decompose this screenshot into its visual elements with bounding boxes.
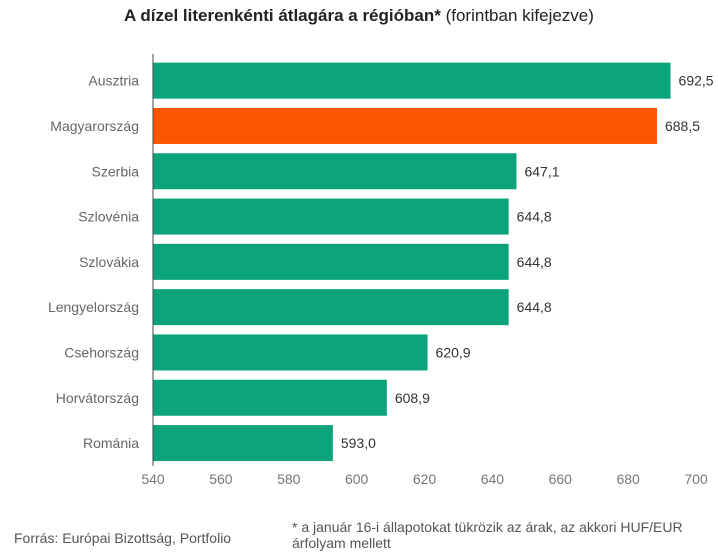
- value-label: 692,5: [679, 73, 714, 89]
- bar-0: [153, 62, 671, 99]
- bar-8: [153, 425, 333, 462]
- category-label: Szerbia: [92, 163, 140, 179]
- bar-6: [153, 334, 428, 371]
- footnote: * a január 16-i állapotokat tükrözik az …: [292, 519, 683, 551]
- category-label: Szlovénia: [78, 209, 139, 225]
- chart-title-main: A dízel literenkénti átlagára a régióban…: [124, 6, 441, 25]
- bar-2: [153, 153, 517, 190]
- x-tick-label: 600: [345, 471, 369, 487]
- category-label: Románia: [83, 435, 139, 451]
- source-note: Forrás: Európai Bizottság, Portfolio: [14, 530, 232, 546]
- x-tick-label: 700: [684, 471, 708, 487]
- x-tick-label: 640: [481, 471, 505, 487]
- category-label: Horvátország: [56, 390, 139, 406]
- bar-4: [153, 243, 509, 280]
- bar-7: [153, 379, 387, 416]
- value-label: 644,8: [517, 254, 552, 270]
- chart-title-unit: (forintban kifejezve): [440, 6, 594, 25]
- value-label: 647,1: [524, 163, 559, 179]
- x-tick-label: 540: [141, 471, 165, 487]
- value-label: 620,9: [436, 344, 471, 360]
- category-label: Ausztria: [88, 73, 139, 89]
- x-tick-label: 560: [209, 471, 233, 487]
- x-tick-label: 660: [549, 471, 573, 487]
- category-label: Csehország: [64, 344, 139, 360]
- category-label: Szlovákia: [79, 254, 139, 270]
- bar-5: [153, 289, 509, 326]
- value-label: 644,8: [517, 209, 552, 225]
- x-tick-label: 620: [413, 471, 437, 487]
- value-label: 593,0: [341, 435, 376, 451]
- value-label: 688,5: [665, 118, 700, 134]
- x-tick-label: 580: [277, 471, 301, 487]
- value-label: 644,8: [517, 299, 552, 315]
- value-label: 608,9: [395, 390, 430, 406]
- category-label: Magyarország: [50, 118, 139, 134]
- bar-1: [153, 107, 657, 144]
- category-label: Lengyelország: [48, 299, 139, 315]
- chart-title: A dízel literenkénti átlagára a régióban…: [0, 6, 718, 26]
- bar-3: [153, 198, 509, 235]
- x-tick-label: 680: [616, 471, 640, 487]
